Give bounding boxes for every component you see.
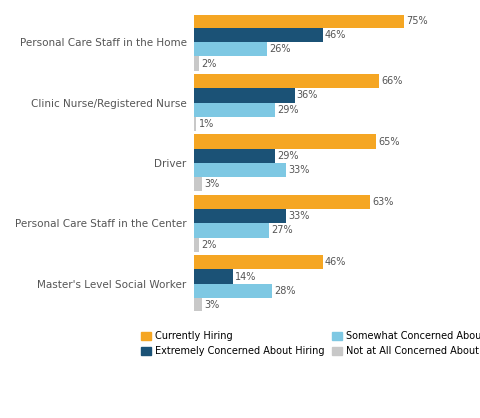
Text: 3%: 3% xyxy=(204,179,219,189)
Text: 14%: 14% xyxy=(235,272,256,282)
Text: 1%: 1% xyxy=(199,119,214,129)
Legend: Currently Hiring, Extremely Concerned About Hiring, Somewhat Concerned About Hir: Currently Hiring, Extremely Concerned Ab… xyxy=(137,328,480,360)
Text: 2%: 2% xyxy=(202,240,217,250)
Bar xyxy=(193,177,202,191)
Text: 46%: 46% xyxy=(325,30,346,40)
Bar xyxy=(193,298,202,312)
Text: 63%: 63% xyxy=(372,197,394,207)
Bar xyxy=(193,269,233,284)
Bar xyxy=(193,195,370,209)
Bar xyxy=(193,28,323,42)
Text: 29%: 29% xyxy=(277,104,299,115)
Text: 26%: 26% xyxy=(269,44,290,54)
Bar xyxy=(193,209,286,223)
Bar xyxy=(193,284,272,298)
Bar xyxy=(193,56,199,71)
Text: 66%: 66% xyxy=(381,76,402,86)
Bar xyxy=(193,117,196,131)
Bar xyxy=(193,163,286,177)
Text: 2%: 2% xyxy=(202,59,217,69)
Bar xyxy=(193,74,379,88)
Bar xyxy=(193,134,376,149)
Text: 36%: 36% xyxy=(297,90,318,100)
Bar xyxy=(193,88,295,102)
Text: 33%: 33% xyxy=(288,165,310,175)
Text: 29%: 29% xyxy=(277,151,299,161)
Text: 75%: 75% xyxy=(406,16,428,26)
Text: 3%: 3% xyxy=(204,300,219,310)
Bar xyxy=(193,102,275,117)
Bar xyxy=(193,255,323,269)
Text: 28%: 28% xyxy=(275,286,296,296)
Bar xyxy=(193,149,275,163)
Text: 33%: 33% xyxy=(288,211,310,221)
Bar xyxy=(193,223,269,237)
Text: 27%: 27% xyxy=(272,225,293,235)
Text: 65%: 65% xyxy=(378,137,400,146)
Bar xyxy=(193,14,404,28)
Bar xyxy=(193,237,199,252)
Text: 46%: 46% xyxy=(325,257,346,267)
Bar xyxy=(193,42,266,56)
